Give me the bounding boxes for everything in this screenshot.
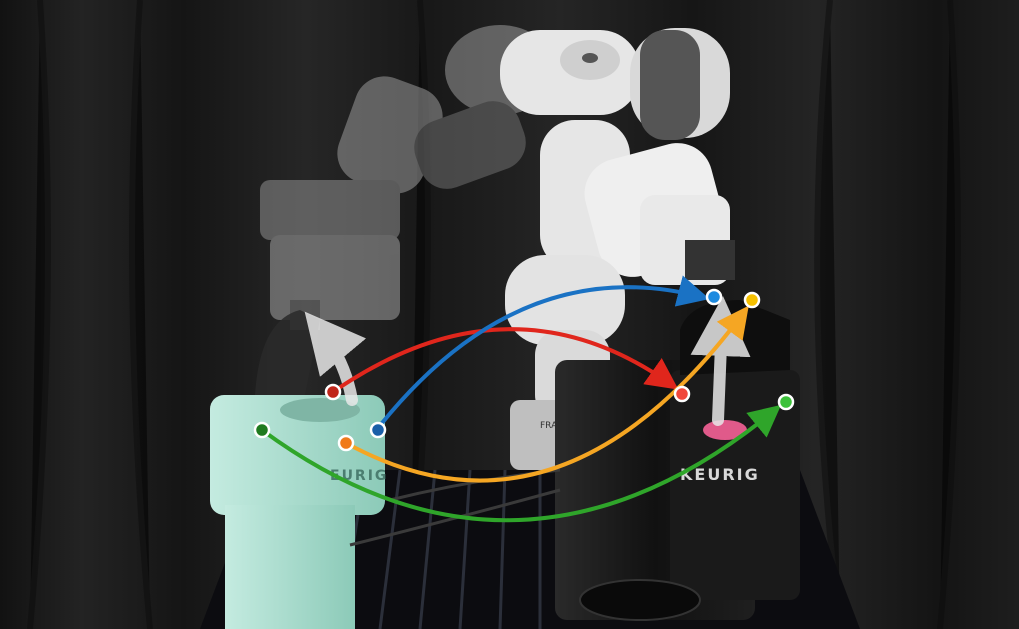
blue-end-point [705, 288, 723, 306]
orange-arrow [345, 305, 749, 483]
red-end-point [673, 385, 691, 403]
green-start-point [253, 421, 271, 439]
robot-arm: FRA [500, 28, 735, 470]
orange-end-point [743, 291, 761, 309]
lift-arrow-left [304, 311, 367, 406]
green-arrow [260, 404, 782, 523]
blue-arrow [376, 275, 710, 430]
orange-start-point [337, 434, 355, 452]
robot-base-mark: FRA [540, 421, 558, 431]
green-end-point [777, 393, 795, 411]
blue-start-point [369, 421, 387, 439]
curtain-folds [27, 0, 961, 629]
lift-arrow-right [690, 296, 751, 426]
red-start-point [324, 383, 342, 401]
keypoints [253, 288, 795, 452]
correspondence-arrows [260, 275, 782, 523]
red-arrow [331, 327, 679, 394]
keurig-right-brand: KEURIG [680, 465, 760, 484]
